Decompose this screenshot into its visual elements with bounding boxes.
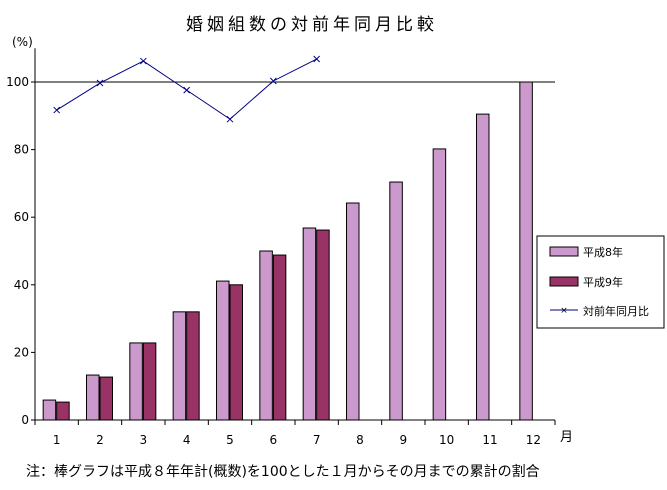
legend-label-ratio: 対前年同月比: [583, 304, 649, 318]
x-tick-label: 10: [439, 433, 454, 447]
bar-h9-month-2: [99, 376, 113, 421]
ratio-marker-month-4: [183, 86, 191, 94]
bar-h8-month-12: [519, 81, 533, 421]
x-tick-label: 3: [140, 433, 148, 447]
legend-marker-ratio: ×: [560, 306, 568, 316]
x-tick-label: 2: [96, 433, 104, 447]
ratio-marker-month-5: [226, 115, 234, 123]
bar-h8-month-7: [302, 227, 317, 421]
ratio-marker-month-2: [96, 79, 104, 87]
y-tick-label: 40: [14, 278, 29, 292]
bar-h9-month-5: [229, 284, 243, 421]
legend-swatch-h8: [549, 246, 579, 257]
bar-h8-month-1: [42, 399, 57, 421]
ratio-marker-month-1: [53, 106, 61, 114]
bar-h9-month-3: [142, 342, 157, 421]
bar-h8-month-10: [432, 148, 447, 421]
x-tick-label: 5: [226, 433, 234, 447]
y-tick-label: 60: [14, 210, 29, 224]
bar-h8-month-11: [476, 113, 490, 421]
legend: 平成8年 平成9年 × 対前年同月比: [536, 235, 665, 329]
chart-title: 婚姻組数の対前年同月比較: [186, 15, 438, 35]
y-tick-label: 100: [6, 75, 29, 89]
y-tick-label: 80: [14, 143, 29, 157]
x-tick-label: 6: [270, 433, 278, 447]
x-tick-label: 12: [526, 433, 541, 447]
ratio-marker-month-3: [139, 57, 147, 65]
x-tick-label: 7: [313, 433, 321, 447]
x-tick-label: 8: [356, 433, 364, 447]
bar-h8-month-6: [259, 250, 273, 421]
ratio-marker-month-6: [269, 77, 277, 85]
ratio-line: [56, 58, 317, 120]
y-tick-label: 20: [14, 345, 29, 359]
bar-h9-month-7: [316, 229, 330, 421]
bar-h8-month-4: [172, 311, 187, 421]
bar-h9-month-4: [186, 311, 200, 421]
bar-h8-month-9: [389, 181, 403, 421]
x-axis-label: 月: [560, 430, 573, 445]
legend-label-h8: 平成8年: [583, 245, 623, 259]
ratio-marker-month-7: [313, 55, 321, 63]
bar-h8-month-5: [216, 280, 230, 421]
bar-h8-month-8: [346, 202, 360, 421]
y-axis-label: (%): [12, 35, 33, 49]
x-tick-label: 9: [400, 433, 408, 447]
bar-h9-month-6: [272, 254, 287, 421]
bar-h9-month-1: [56, 401, 70, 421]
footnote: 注：棒グラフは平成８年年計(概数)を100とした１月からその月までの累計の割合: [26, 463, 540, 480]
legend-swatch-h9: [549, 276, 579, 287]
legend-label-h9: 平成9年: [583, 275, 623, 289]
bar-h8-month-3: [129, 342, 143, 421]
bar-h8-month-2: [86, 374, 100, 421]
y-tick-label: 0: [21, 413, 29, 427]
x-tick-label: 11: [482, 433, 497, 447]
x-tick-label: 1: [53, 433, 61, 447]
x-tick-label: 4: [183, 433, 191, 447]
